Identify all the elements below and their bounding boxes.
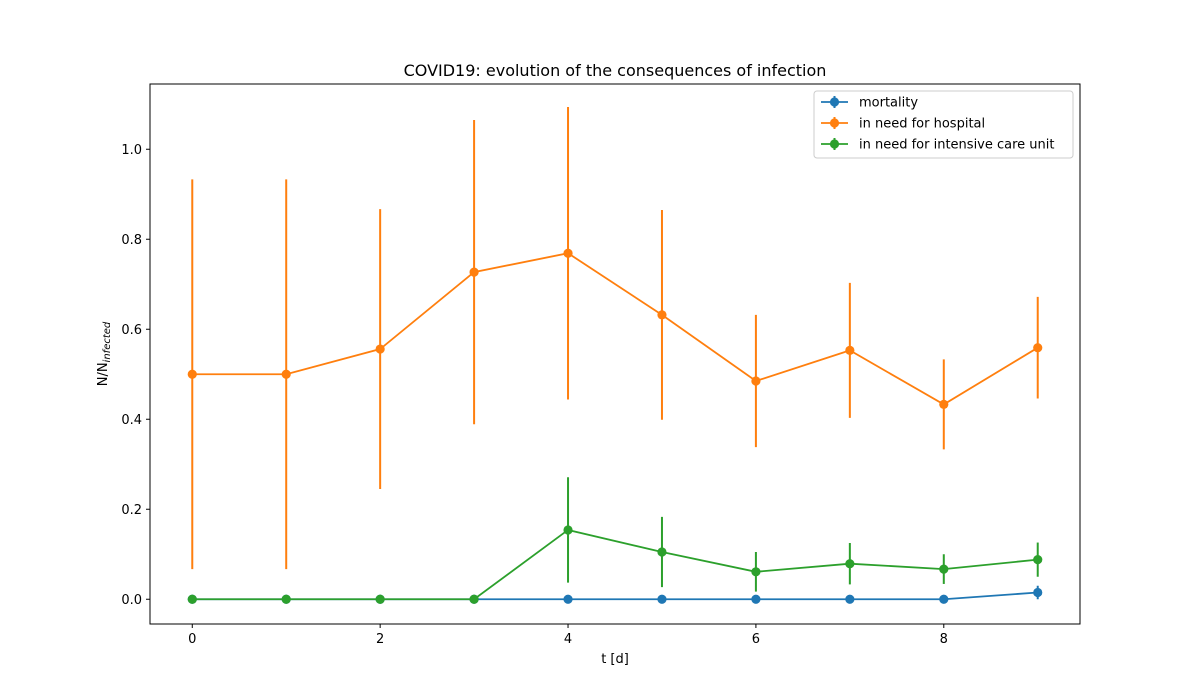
x-tick-label: 4 [564, 632, 572, 647]
data-point [281, 369, 291, 379]
legend-entries: mortality in need for hospital in need for… [821, 96, 1055, 153]
data-point [845, 594, 855, 604]
legend-marker [829, 139, 840, 149]
y-tick-label: 0.8 [121, 233, 142, 248]
data-point [657, 594, 667, 604]
data-point [751, 376, 761, 386]
data-point [751, 567, 761, 577]
data-point [939, 594, 949, 604]
data-point [469, 267, 479, 277]
y-tick-label: 0.2 [121, 503, 142, 518]
data-point [563, 248, 573, 258]
data-point [563, 594, 573, 604]
data-point [563, 525, 573, 535]
data-point [375, 594, 385, 604]
y-tick-label: 0.6 [121, 323, 142, 338]
x-axis: 0 2 4 6 8 [188, 624, 948, 647]
x-axis-label: t [d] [601, 652, 629, 667]
data-point [657, 547, 667, 557]
data-point [281, 594, 291, 604]
data-point [187, 594, 197, 604]
legend-label: mortality [859, 96, 918, 111]
data-point [845, 345, 855, 355]
data-point [657, 310, 667, 320]
legend-marker [829, 97, 840, 107]
x-tick-label: 0 [188, 632, 196, 647]
data-point [751, 594, 761, 604]
legend-entry: in need for intensive care unit [821, 138, 1055, 153]
y-tick-label: 0.0 [121, 593, 142, 608]
data-point [939, 564, 949, 574]
series-3 [187, 477, 1043, 604]
series-line [192, 528, 1038, 601]
legend-entry: in need for hospital [821, 117, 985, 132]
data-point [845, 559, 855, 569]
x-tick-label: 6 [752, 632, 760, 647]
data-point [375, 344, 385, 354]
plot-frame [149, 83, 1081, 625]
series-line [192, 252, 1039, 406]
data-point [187, 369, 197, 379]
y-axis: 0.0 0.2 0.4 0.6 0.8 1.0 [121, 143, 150, 608]
data-point [469, 594, 479, 604]
legend-marker [829, 118, 840, 128]
y-axis-label: N/Ninfected [96, 321, 113, 386]
data-point [1033, 343, 1043, 353]
chart-title: COVID19: evolution of the consequences o… [404, 61, 827, 80]
x-tick-label: 8 [940, 632, 948, 647]
y-tick-label: 0.4 [121, 413, 142, 428]
legend: mortality in need for hospital in need for… [813, 90, 1074, 159]
legend-entry: mortality [821, 96, 918, 111]
legend-label: in need for intensive care unit [859, 138, 1055, 153]
legend-box [813, 90, 1074, 159]
data-point [939, 399, 949, 409]
data-point [1033, 555, 1043, 565]
series-layer [187, 106, 1043, 604]
series-2 [187, 106, 1043, 570]
y-axis-label-subscript: infected [102, 321, 113, 362]
y-tick-label: 1.0 [121, 143, 142, 158]
y-axis-label-base: N/N [96, 362, 111, 386]
x-tick-label: 2 [376, 632, 384, 647]
legend-label: in need for hospital [859, 117, 985, 132]
data-point [1033, 587, 1043, 598]
